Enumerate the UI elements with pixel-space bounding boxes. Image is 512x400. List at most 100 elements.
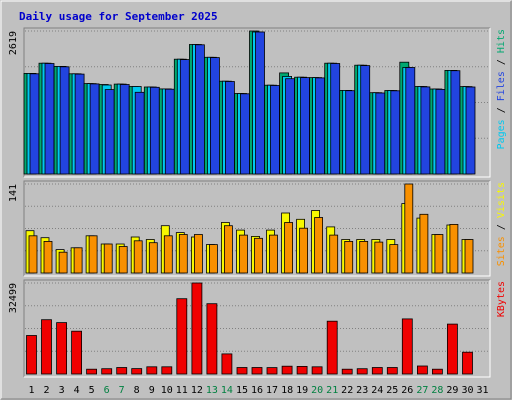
bar-sites-day-19: Sites 19: 71 [299,227,309,274]
bar-kbytes-day-15: KBytes 15: 2334 [236,367,248,375]
x-tick-label: 20 [311,385,323,396]
bar-pages-day-10: Pages 10: 1553 [164,88,175,175]
x-tick-label: 1 [28,385,34,396]
x-tick-label: 18 [281,385,293,396]
bar-pages-day-9: Pages 9: 1587 [149,86,160,175]
bar-kbytes-day-30: KBytes 30: 7790 [462,351,473,375]
x-tick-label: 10 [161,385,173,396]
bar-kbytes-day-16: KBytes 16: 2334 [251,367,263,375]
bar-sites-day-12: Sites 12: 61 [193,234,203,274]
bar-pages-day-8: Pages 8: 1496 [134,91,145,175]
bar-pages-day-28: Pages 28: 1550 [435,89,446,175]
panel-border-light [24,280,491,378]
x-tick-label: 14 [221,385,233,396]
x-tick-label: 17 [266,385,278,396]
bar-kbytes-day-20: KBytes 20: 2563 [311,366,323,375]
legend-entry: Sites [496,236,507,266]
bar-kbytes-day-18: KBytes 18: 2791 [281,365,293,375]
x-tick-label: 21 [326,385,338,396]
x-tick-label: 12 [191,385,203,396]
x-tick-label: 8 [134,385,140,396]
y-max-label: 2619 [8,31,19,55]
panel-border-light [24,28,491,178]
bar-sites-day-29: Sites 29: 77 [449,223,459,274]
bar-kbytes-day-1: KBytes 1: 13760 [26,335,37,375]
bar-kbytes-day-13: KBytes 13: 25100 [206,303,218,375]
bar-kbytes-day-3: KBytes 3: 18360 [56,322,67,375]
bar-sites-day-16: Sites 16: 55 [254,237,263,274]
bar-sites-day-2: Sites 2: 50 [43,240,53,274]
legend: KBytes [496,281,507,317]
bar-sites-day-30: Sites 30: 53 [464,239,474,274]
panel-border-light [24,181,491,277]
bar-pages-day-2: Pages 2: 2023 [44,63,55,175]
bar-kbytes-day-9: KBytes 9: 2563 [146,366,158,375]
bar-pages-day-18: Pages 18: 1746 [285,78,296,175]
bar-pages-day-25: Pages 25: 1524 [390,90,401,175]
bar-kbytes-day-11: KBytes 11: 26890 [176,298,188,375]
bar-kbytes-day-14: KBytes 14: 7190 [221,353,233,375]
x-tick-label: 15 [236,385,248,396]
x-tick-label: 13 [206,385,218,396]
bar-pages-day-30: Pages 30: 1594 [465,86,476,175]
x-tick-label: 3 [59,385,65,396]
x-tick-label: 11 [176,385,188,396]
x-tick-label: 24 [371,385,383,396]
legend-entry: KBytes [496,281,507,317]
x-tick-label: 23 [356,385,368,396]
bar-kbytes-day-25: KBytes 25: 2334 [386,367,398,375]
panel-border-dark [23,279,490,377]
x-tick-label: 25 [386,385,398,396]
bar-kbytes-day-22: KBytes 22: 1723 [341,368,353,375]
y-max-label: 141 [8,184,19,202]
legend: Pages / Files / Hits [496,29,507,149]
x-tick-label: 5 [89,385,95,396]
x-tick-label: 4 [74,385,80,396]
bar-sites-day-24: Sites 24: 49 [374,241,384,274]
bar-kbytes-day-7: KBytes 7: 2334 [116,367,128,375]
bar-pages-day-17: Pages 17: 1621 [270,85,280,175]
x-tick-label: 26 [401,385,413,396]
bar-pages-day-7: Pages 7: 1640 [119,84,130,175]
x-tick-label: 31 [476,385,488,396]
bar-pages-day-1: Pages 1: 1836 [29,73,40,175]
bar-pages-day-22: Pages 22: 1525 [345,90,356,175]
bar-pages-day-15: Pages 15: 1468 [240,93,250,175]
x-tick-label: 9 [149,385,155,396]
bar-sites-day-22: Sites 22: 50 [344,240,354,274]
bar-kbytes-day-29: KBytes 29: 17830 [446,323,458,375]
bar-kbytes-day-17: KBytes 17: 2294 [266,367,278,375]
legend-entry: Pages [496,119,507,149]
bar-pages-day-14: Pages 14: 1694 [224,81,235,175]
bar-pages-day-20: Pages 20: 1760 [315,77,326,175]
bar-pages-day-11: Pages 11: 2096 [179,59,190,175]
bar-pages-day-27: Pages 27: 1596 [420,86,431,175]
x-tick-label: 2 [43,385,49,396]
bar-kbytes-day-6: KBytes 6: 1876 [101,368,113,375]
bar-sites-day-26: Sites 26: 141 [404,183,414,274]
bar-pages-day-23: Pages 23: 1986 [360,65,371,175]
bar-kbytes-day-8: KBytes 8: 1915 [131,368,143,375]
bar-pages-day-12: Pages 12: 2366 [194,44,205,175]
bar-sites-day-3: Sites 3: 33 [58,251,68,274]
bar-sites-day-1: Sites 1: 59 [28,235,38,274]
bar-kbytes-day-24: KBytes 24: 2334 [371,367,383,375]
legend-separator: / [496,101,507,119]
bar-pages-day-4: Pages 4: 1829 [74,73,85,175]
x-tick-label: 7 [119,385,125,396]
bar-kbytes-day-4: KBytes 4: 15300 [71,330,82,375]
bar-kbytes-day-12: KBytes 12: 32499 [191,282,203,375]
bar-kbytes-day-23: KBytes 23: 1876 [356,368,368,375]
legend-separator: / [496,218,507,236]
bar-sites-day-23: Sites 23: 50 [359,240,369,274]
panel-border-dark [23,180,490,276]
x-tick-label: 28 [431,385,443,396]
x-axis-labels: 1 2 3 4 5 6 7 8 9 10 11 12 13 14 15 16 17 18 19 20 21 22 23 24 2… [28,385,488,396]
bar-kbytes-day-26: KBytes 26: 19670 [401,318,413,375]
bar-pages-day-26: Pages 26: 1950 [405,67,416,175]
chart-title: Daily usage for September 2025 [19,10,218,23]
